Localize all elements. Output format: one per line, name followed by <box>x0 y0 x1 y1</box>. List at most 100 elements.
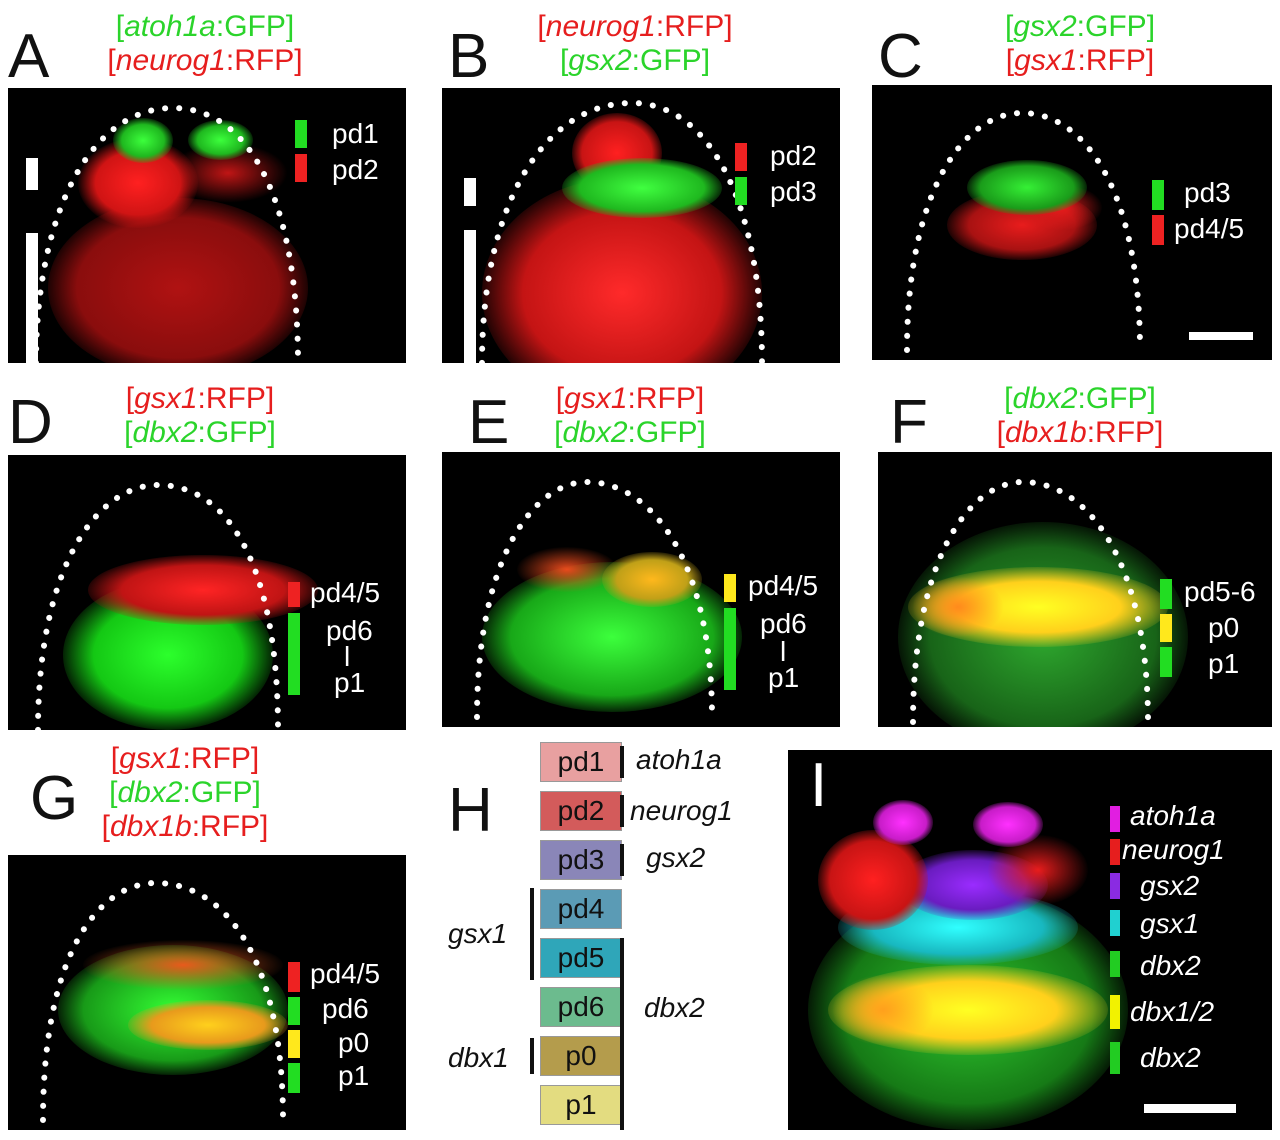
gene-label: gsx1 <box>1014 44 1078 77</box>
reporter-label: :GFP <box>627 416 698 449</box>
reporter-label: :RFP <box>1077 44 1146 77</box>
red-expression <box>88 555 318 625</box>
legend-label: pd2 <box>332 154 379 185</box>
reporter-label: :GFP <box>1076 10 1147 43</box>
legend-swatch <box>1110 995 1120 1029</box>
panel-b-header: [neurog1:RFP] [gsx2:GFP] <box>537 10 733 77</box>
domain-box: p0 <box>540 1036 622 1076</box>
panel-d-header: [gsx1:RFP] [dbx2:GFP] <box>124 382 276 449</box>
panel-g-header: [gsx1:RFP] [dbx2:GFP] [dbx1b:RFP] <box>101 742 269 843</box>
legend-swatch <box>1110 806 1120 832</box>
legend-swatch <box>1110 1042 1120 1074</box>
legend-label: l <box>780 636 787 667</box>
legend-label: atoh1a <box>1130 800 1216 831</box>
green-expression <box>562 158 722 218</box>
legend-swatch <box>288 582 300 607</box>
legend-label: gsx1 <box>1140 908 1200 939</box>
orange-expression <box>833 975 933 1045</box>
green-expression <box>113 118 173 163</box>
magenta-expression <box>973 802 1043 847</box>
gene-label: gsx2 <box>1013 10 1077 43</box>
scale-bar <box>1189 332 1253 340</box>
legend-label: p1 <box>338 1060 370 1091</box>
neural-tube-outline <box>904 109 1143 353</box>
panel-letter-g: G <box>30 764 79 833</box>
neural-tube-outline <box>474 478 715 720</box>
legend-swatch <box>724 574 736 602</box>
orange-expression <box>913 577 1003 637</box>
gene-label: gsx2 <box>646 842 706 873</box>
panel-e-image: pd4/5 pd6 l p1 <box>442 452 840 727</box>
legend-swatch <box>1160 647 1172 677</box>
red-expression <box>517 547 617 592</box>
gene-label: dbx2 <box>117 776 183 809</box>
legend-swatch <box>288 1030 300 1058</box>
reporter-label: :GFP <box>215 10 286 43</box>
red-expression <box>818 830 928 930</box>
legend-label: dbx1/2 <box>1130 996 1215 1027</box>
reporter-label: :RFP <box>1086 416 1156 449</box>
domain-box: pd4 <box>540 889 622 929</box>
legend-swatch <box>1152 215 1164 245</box>
legend-label: pd2 <box>770 140 817 171</box>
panel-d-image: pd4/5 pd6 l p1 <box>8 455 406 730</box>
gene-label: neurog1 <box>545 10 656 43</box>
legend-label: pd4/5 <box>310 958 381 989</box>
gene-label: gsx1 <box>119 742 183 775</box>
gene-label: dbx1b <box>109 810 192 843</box>
gene-label: gsx1 <box>134 382 198 415</box>
legend-swatch <box>1160 579 1172 609</box>
legend-label: pd3 <box>770 176 817 207</box>
domain-box: pd1 <box>540 742 622 782</box>
gene-extent-line <box>620 938 624 1130</box>
gene-label: dbx2 <box>644 992 705 1023</box>
gene-label: dbx1b <box>1004 416 1087 449</box>
gene-label: gsx2 <box>568 44 632 77</box>
legend-label: p0 <box>1208 612 1240 643</box>
yellow-expression <box>128 1000 288 1050</box>
gene-label: gsx1 <box>564 382 628 415</box>
legend-label: p1 <box>768 662 800 693</box>
legend-label: pd4/5 <box>310 577 381 608</box>
legend-swatch <box>1110 873 1120 899</box>
reporter-label: :GFP <box>631 44 702 77</box>
legend-label: pd1 <box>332 118 379 149</box>
panel-g-image: pd4/5 pd6 p0 p1 <box>8 855 406 1130</box>
neural-tube-outline <box>33 104 301 363</box>
gene-extent-line <box>620 795 624 827</box>
legend-swatch <box>1110 951 1120 977</box>
domain-box: pd6 <box>540 987 622 1027</box>
legend-label: p1 <box>1208 648 1240 679</box>
gene-extent-line <box>530 1038 534 1074</box>
gene-extent-line <box>530 888 534 980</box>
scale-bar <box>464 230 476 363</box>
gene-label: neurog1 <box>630 795 733 826</box>
gene-label: atoh1a <box>124 10 216 43</box>
neural-tube-outline <box>35 481 281 730</box>
scale-bar <box>1144 1104 1236 1113</box>
green-expression <box>967 160 1087 215</box>
legend-swatch <box>288 1063 300 1093</box>
panel-c-image: pd3 pd4/5 <box>872 85 1272 360</box>
gene-label: gsx1 <box>448 918 508 949</box>
gene-label: neurog1 <box>115 44 226 77</box>
legend-swatch <box>1152 180 1164 210</box>
reporter-label: :GFP <box>1077 382 1148 415</box>
gene-label: dbx1 <box>448 1042 509 1073</box>
reporter-label: :RFP <box>182 742 251 775</box>
domain-box: pd5 <box>540 938 622 978</box>
legend-label: pd6 <box>322 993 369 1024</box>
legend-swatch <box>735 177 747 205</box>
legend-label: dbx2 <box>1140 950 1201 981</box>
legend-label: pd5-6 <box>1184 576 1256 607</box>
legend-label: pd3 <box>1184 177 1231 208</box>
panel-f-header: [dbx2:GFP] [dbx1b:RFP] <box>996 382 1164 449</box>
legend-swatch <box>288 997 300 1025</box>
legend-label: pd6 <box>760 608 807 639</box>
legend-swatch <box>1110 910 1120 936</box>
legend-label: p0 <box>338 1027 370 1058</box>
reporter-label: :RFP <box>655 10 725 43</box>
scale-bar <box>464 178 476 206</box>
legend-label: p1 <box>334 667 366 698</box>
panel-letter-b: B <box>448 22 490 91</box>
